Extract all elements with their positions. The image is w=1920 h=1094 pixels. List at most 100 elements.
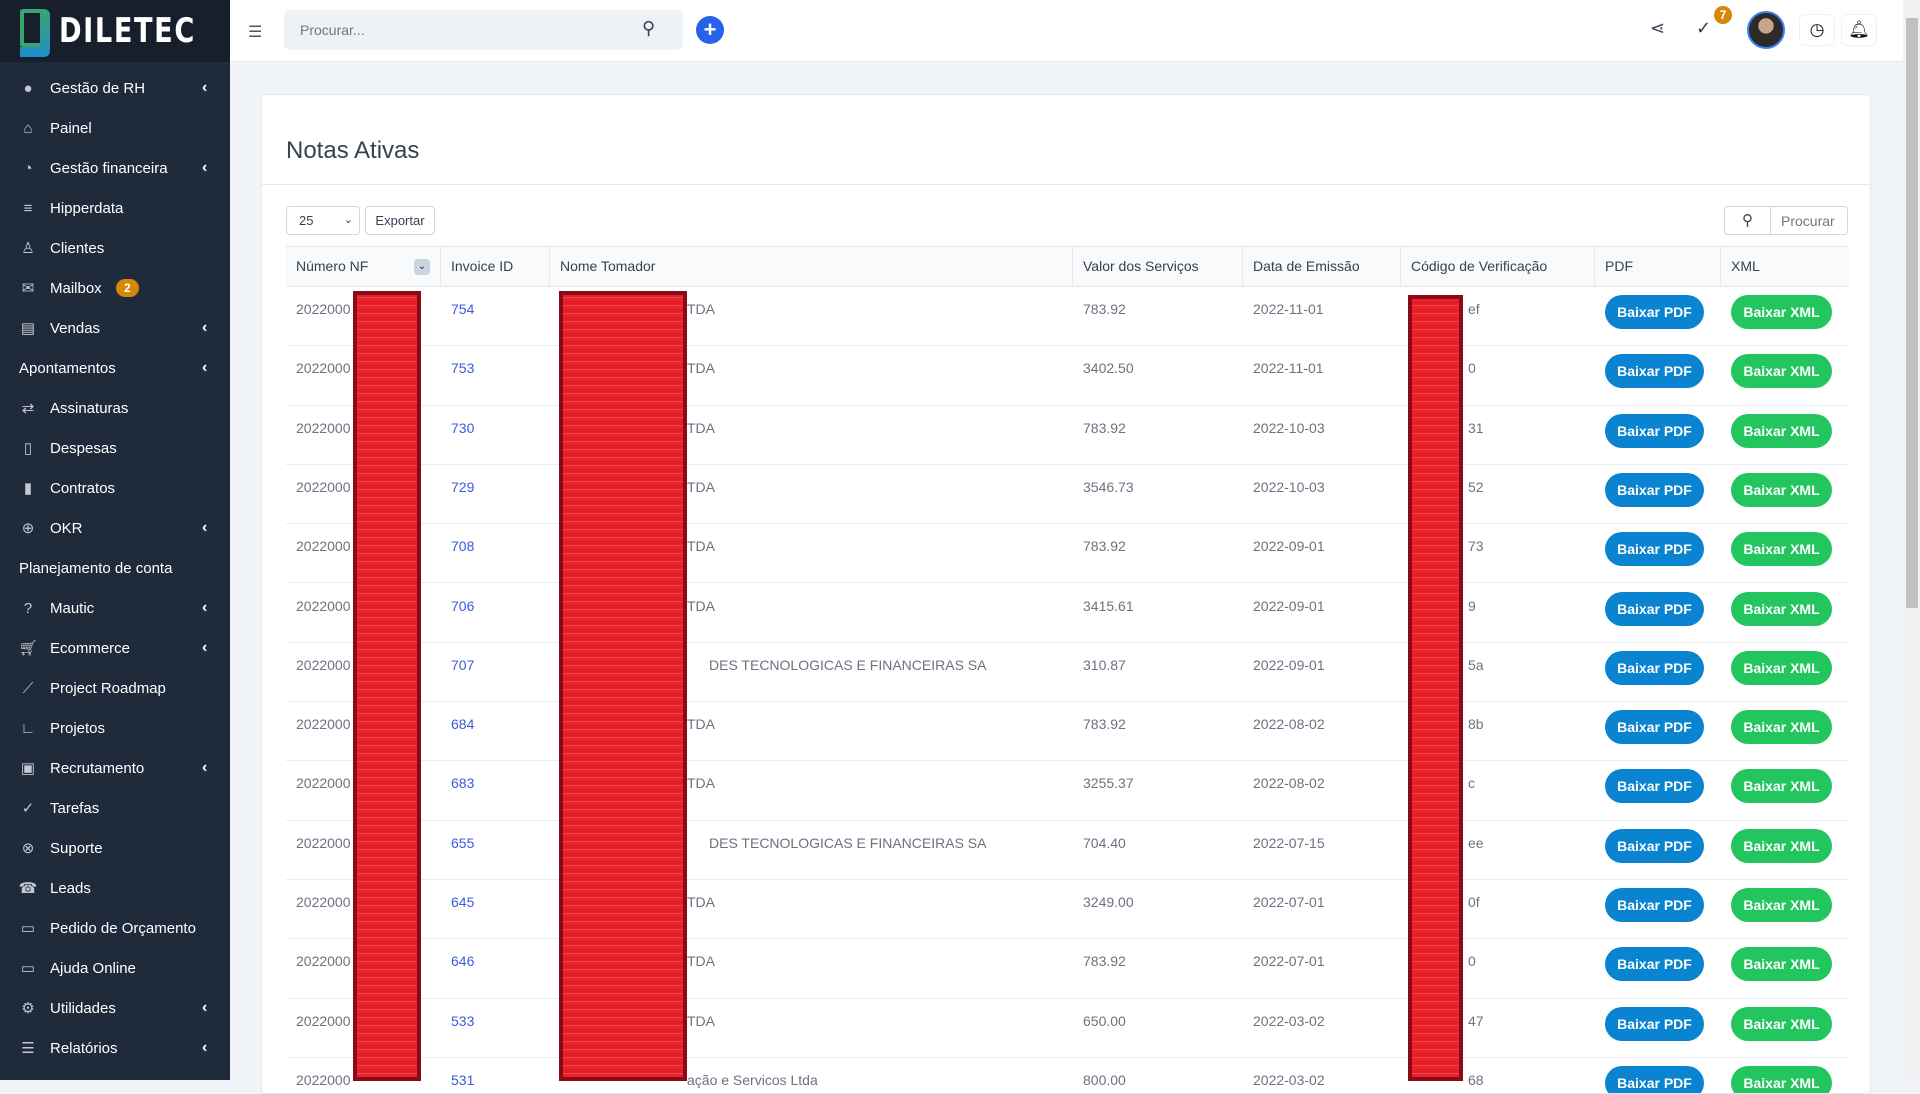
column-header[interactable]: Valor dos Serviços [1073,247,1243,286]
user-avatar[interactable] [1747,11,1785,49]
scrollbar-thumb[interactable] [1906,18,1918,608]
sidebar-item-clientes[interactable]: ♙ Clientes [0,228,230,268]
download-xml-button[interactable]: Baixar XML [1731,532,1832,567]
sidebar-item-leads[interactable]: ☎ Leads [0,868,230,908]
invoice-id-link[interactable]: 683 [451,775,475,792]
download-xml-button[interactable]: Baixar XML [1731,888,1832,922]
sort-chevron-icon[interactable]: ⌄ [414,259,430,275]
download-pdf-button[interactable]: Baixar PDF [1605,828,1704,863]
invoice-id-link[interactable]: 708 [451,538,475,555]
table-search[interactable]: ⚲ [1724,206,1848,235]
download-xml-button[interactable]: Baixar XML [1731,650,1832,685]
download-xml-button[interactable]: Baixar XML [1731,354,1832,389]
invoice-id-link[interactable]: 753 [451,360,475,377]
column-header[interactable]: Número NF ⌄ [286,247,441,286]
sidebar-item-gestao-financeira[interactable]: ◔ Gestão financeira ‹ [0,148,230,188]
invoice-id-link[interactable]: 754 [451,301,475,317]
sidebar-item-utilidades[interactable]: ⚙ Utilidades ‹ [0,988,230,1028]
download-pdf-button[interactable]: Baixar PDF [1605,769,1704,804]
invoice-id-link[interactable]: 646 [451,953,475,970]
invoice-id-link[interactable]: 684 [451,716,475,733]
column-header[interactable]: XML [1721,247,1849,286]
sidebar-item-planejamento-de-conta[interactable]: Planejamento de conta [0,548,230,588]
sidebar-item-despesas[interactable]: ▯ Despesas [0,428,230,468]
menu-toggle-icon[interactable]: ☰ [248,24,263,41]
valor-servicos: 3249.00 [1083,894,1134,910]
global-search-input[interactable] [284,10,683,50]
download-pdf-button[interactable]: Baixar PDF [1605,1006,1704,1041]
sidebar-item-mailbox[interactable]: ✉ Mailbox 2 [0,268,230,308]
sidebar-item-mautic[interactable]: ? Mautic ‹ [0,588,230,628]
sidebar-item-gestao-de-rh[interactable]: ● Gestão de RH ‹ [0,68,230,108]
sidebar-item-project-roadmap[interactable]: ⟋ Project Roadmap [0,668,230,708]
download-xml-button[interactable]: Baixar XML [1731,769,1832,804]
download-pdf-button[interactable]: Baixar PDF [1605,413,1704,448]
invoice-id-link[interactable]: 707 [451,656,475,673]
logo[interactable]: DILETEC [0,0,230,62]
invoice-id-link[interactable]: 533 [451,1012,475,1029]
sidebar-item-suporte[interactable]: ⊗ Suporte [0,828,230,868]
invoice-id-link[interactable]: 730 [451,419,475,436]
search-icon[interactable]: ⚲ [642,18,656,38]
sidebar-item-ajuda-online[interactable]: ▭ Ajuda Online [0,948,230,988]
download-pdf-button[interactable]: Baixar PDF [1605,888,1704,922]
valor-servicos: 783.92 [1083,953,1126,970]
download-pdf-button[interactable]: Baixar PDF [1605,650,1704,685]
user-icon: ♙ [21,240,35,257]
column-header[interactable]: Invoice ID [441,247,550,286]
sidebar-item-ecommerce[interactable]: 🛒︎ Ecommerce ‹ [0,628,230,668]
sidebar-item-tarefas[interactable]: ✓ Tarefas [0,788,230,828]
nome-tomador: TDA [687,360,715,377]
download-pdf-button[interactable]: Baixar PDF [1605,710,1704,745]
sidebar-item-painel[interactable]: ⌂ Painel [0,108,230,148]
invoice-id-link[interactable]: 655 [451,834,475,851]
export-button[interactable]: Exportar [365,206,435,235]
sidebar-item-recrutamento[interactable]: ▣ Recrutamento ‹ [0,748,230,788]
table-row: 2022000 646 TDA 783.92 2022-07-01 0 Baix… [286,939,1849,999]
invoice-id-link[interactable]: 729 [451,478,475,495]
download-xml-button[interactable]: Baixar XML [1731,828,1832,863]
download-xml-button[interactable]: Baixar XML [1731,591,1832,626]
add-button[interactable]: + [696,16,724,44]
download-pdf-button[interactable]: Baixar PDF [1605,472,1704,507]
share-icon[interactable]: ⋖ [1650,18,1666,38]
download-xml-button[interactable]: Baixar XML [1731,413,1832,448]
page-length-select[interactable]: 25 ⌄ [286,206,360,235]
download-xml-button[interactable]: Baixar XML [1731,295,1832,329]
sidebar-item-apontamentos[interactable]: Apontamentos ‹ [0,348,230,388]
sidebar-item-projetos[interactable]: ∟ Projetos [0,708,230,748]
download-pdf-button[interactable]: Baixar PDF [1605,591,1704,626]
sidebar-item-vendas[interactable]: ▤ Vendas ‹ [0,308,230,348]
sidebar-item-contratos[interactable]: ▮ Contratos [0,468,230,508]
clock-icon[interactable]: ◷ [1799,14,1835,46]
download-pdf-button[interactable]: Baixar PDF [1605,532,1704,567]
table-search-input[interactable] [1771,207,1847,234]
download-pdf-button[interactable]: Baixar PDF [1605,354,1704,389]
download-xml-button[interactable]: Baixar XML [1731,472,1832,507]
sidebar-item-pedido-de-orcamento[interactable]: ▭ Pedido de Orçamento [0,908,230,948]
download-pdf-button[interactable]: Baixar PDF [1605,295,1704,329]
tasks-check-icon[interactable]: ✓ [1696,18,1712,38]
table-row: 2022000 708 TDA 783.92 2022-09-01 73 Bai… [286,524,1849,584]
bell-icon[interactable]: 🔔︎ [1841,14,1877,46]
search-icon[interactable]: ⚲ [1725,207,1771,234]
download-xml-button[interactable]: Baixar XML [1731,710,1832,745]
invoice-id-link[interactable]: 706 [451,597,475,614]
download-pdf-button[interactable]: Baixar PDF [1605,947,1704,982]
page-scrollbar[interactable] [1903,0,1920,1080]
sidebar-item-hipperdata[interactable]: ≡ Hipperdata [0,188,230,228]
sidebar-item-okr[interactable]: ⊕ OKR ‹ [0,508,230,548]
invoice-id-link[interactable]: 645 [451,894,475,910]
column-header[interactable]: Código de Verificação [1401,247,1595,286]
redaction-block [559,291,687,1081]
sidebar-item-relatorios[interactable]: ☰ Relatórios ‹ [0,1028,230,1068]
column-header[interactable]: Data de Emissão [1243,247,1401,286]
valor-servicos: 783.92 [1083,419,1126,436]
column-header[interactable]: Nome Tomador [550,247,1073,286]
sidebar-item-label: Ecommerce [50,639,131,657]
download-xml-button[interactable]: Baixar XML [1731,947,1832,982]
download-xml-button[interactable]: Baixar XML [1731,1006,1832,1041]
column-header[interactable]: PDF [1595,247,1721,286]
folder-icon: ▭ [20,960,36,977]
sidebar-item-assinaturas[interactable]: ⇄ Assinaturas [0,388,230,428]
